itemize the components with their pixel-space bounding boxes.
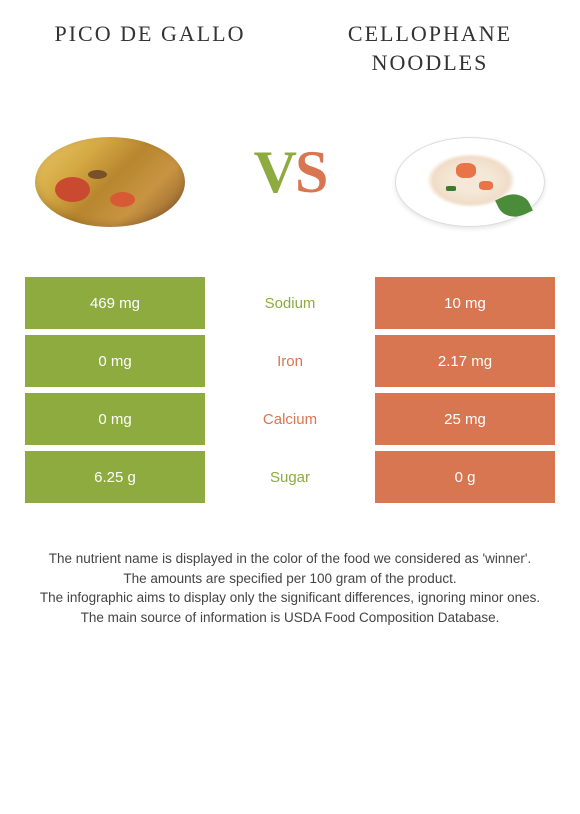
table-row: 469 mgSodium10 mg — [25, 277, 555, 329]
footer-line: The nutrient name is displayed in the co… — [20, 549, 560, 569]
table-row: 0 mgCalcium25 mg — [25, 393, 555, 445]
footer-line: The amounts are specified per 100 gram o… — [20, 569, 560, 589]
footer-line: The main source of information is USDA F… — [20, 608, 560, 628]
cellophane-noodles-icon — [395, 137, 545, 227]
pico-de-gallo-icon — [35, 137, 185, 227]
cell-nutrient-label: Sugar — [205, 451, 375, 503]
food-left-image — [30, 117, 190, 227]
cell-left-value: 6.25 g — [25, 451, 205, 503]
cell-nutrient-label: Sodium — [205, 277, 375, 329]
table-row: 6.25 gSugar0 g — [25, 451, 555, 503]
footer-notes: The nutrient name is displayed in the co… — [0, 509, 580, 627]
cell-nutrient-label: Calcium — [205, 393, 375, 445]
vs-label: VS — [254, 138, 327, 207]
footer-line: The infographic aims to display only the… — [20, 588, 560, 608]
cell-left-value: 0 mg — [25, 335, 205, 387]
cell-left-value: 469 mg — [25, 277, 205, 329]
cell-right-value: 2.17 mg — [375, 335, 555, 387]
vs-s: S — [295, 139, 326, 205]
food-right-image — [390, 117, 550, 227]
cell-left-value: 0 mg — [25, 393, 205, 445]
cell-right-value: 25 mg — [375, 393, 555, 445]
cell-right-value: 10 mg — [375, 277, 555, 329]
images-row: VS — [0, 77, 580, 257]
vs-v: V — [254, 139, 295, 205]
header: PICO DE GALLO CELLOPHANE NOODLES — [0, 0, 580, 77]
leaf-icon — [495, 188, 533, 223]
cell-nutrient-label: Iron — [205, 335, 375, 387]
nutrient-table: 469 mgSodium10 mg0 mgIron2.17 mg0 mgCalc… — [0, 257, 580, 503]
food-right-title: CELLOPHANE NOODLES — [310, 20, 550, 77]
food-left-title: PICO DE GALLO — [30, 20, 270, 77]
table-row: 0 mgIron2.17 mg — [25, 335, 555, 387]
cell-right-value: 0 g — [375, 451, 555, 503]
